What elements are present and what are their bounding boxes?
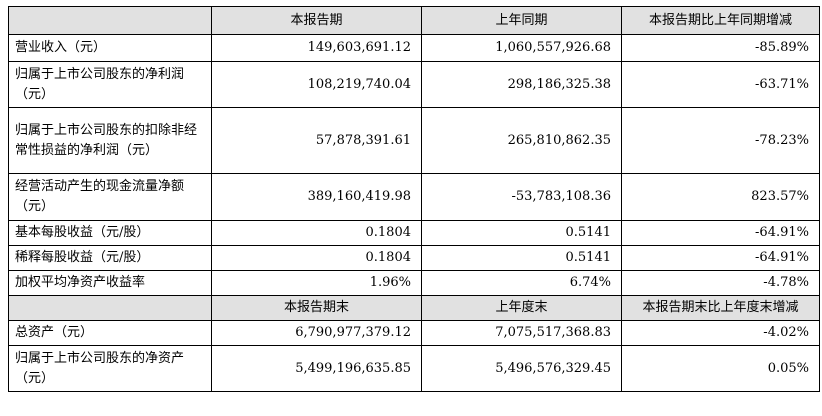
current-value: 5,499,196,635.85 [211,345,422,392]
table-row: 归属于上市公司股东的净利润（元） 108,219,740.04 298,186,… [8,61,820,108]
current-value: 57,878,391.61 [211,107,422,174]
prior-value: 5,496,576,329.45 [421,345,622,392]
table-row: 营业收入（元） 149,603,691.12 1,060,557,926.68 … [8,34,820,62]
row-label: 归属于上市公司股东的净资产（元） [8,345,212,392]
current-value: 149,603,691.12 [211,34,422,62]
prior-value: 265,810,862.35 [421,107,622,174]
current-value: 0.1804 [211,245,422,271]
table-row: 经营活动产生的现金流量净额（元） 389,160,419.98 -53,783,… [8,173,820,221]
header-row-period: 本报告期 上年同期 本报告期比上年同期增减 [8,6,820,35]
table-row: 归属于上市公司股东的扣除非经常性损益的净利润（元） 57,878,391.61 … [8,107,820,174]
prior-value: 7,075,517,368.83 [421,320,622,346]
financial-summary-table: 本报告期 上年同期 本报告期比上年同期增减 营业收入（元） 149,603,69… [8,6,820,392]
table-row: 总资产（元） 6,790,977,379.12 7,075,517,368.83… [8,320,820,346]
current-value: 389,160,419.98 [211,173,422,221]
prior-value: -53,783,108.36 [421,173,622,221]
row-label: 总资产（元） [8,320,212,346]
change-value: -4.78% [621,270,820,296]
header-current-period-end: 本报告期末 [211,295,422,321]
current-value: 0.1804 [211,220,422,246]
row-label: 经营活动产生的现金流量净额（元） [8,173,212,221]
header-row-period-end: 本报告期末 上年度末 本报告期末比上年度末增减 [8,295,820,321]
current-value: 1.96% [211,270,422,296]
prior-value: 298,186,325.38 [421,61,622,108]
row-label: 基本每股收益（元/股） [8,220,212,246]
change-value: -64.91% [621,220,820,246]
prior-value: 0.5141 [421,220,622,246]
change-value: 0.05% [621,345,820,392]
header-blank-cell [8,6,212,35]
table-row: 归属于上市公司股东的净资产（元） 5,499,196,635.85 5,496,… [8,345,820,392]
table-row: 加权平均净资产收益率 1.96% 6.74% -4.78% [8,270,820,296]
change-value: 823.57% [621,173,820,221]
prior-value: 1,060,557,926.68 [421,34,622,62]
table-row: 基本每股收益（元/股） 0.1804 0.5141 -64.91% [8,220,820,246]
row-label: 归属于上市公司股东的净利润（元） [8,61,212,108]
header-current-period: 本报告期 [211,6,422,35]
row-label: 营业收入（元） [8,34,212,62]
change-value: -78.23% [621,107,820,174]
header-prior-period: 上年同期 [421,6,622,35]
current-value: 108,219,740.04 [211,61,422,108]
table-row: 稀释每股收益（元/股） 0.1804 0.5141 -64.91% [8,245,820,271]
change-value: -64.91% [621,245,820,271]
change-value: -85.89% [621,34,820,62]
header-prior-year-end: 上年度末 [421,295,622,321]
row-label: 加权平均净资产收益率 [8,270,212,296]
row-label: 归属于上市公司股东的扣除非经常性损益的净利润（元） [8,107,212,174]
header-blank-cell [8,295,212,321]
row-label: 稀释每股收益（元/股） [8,245,212,271]
header-period-end-change: 本报告期末比上年度末增减 [621,295,820,321]
change-value: -63.71% [621,61,820,108]
prior-value: 6.74% [421,270,622,296]
header-period-change: 本报告期比上年同期增减 [621,6,820,35]
change-value: -4.02% [621,320,820,346]
current-value: 6,790,977,379.12 [211,320,422,346]
prior-value: 0.5141 [421,245,622,271]
